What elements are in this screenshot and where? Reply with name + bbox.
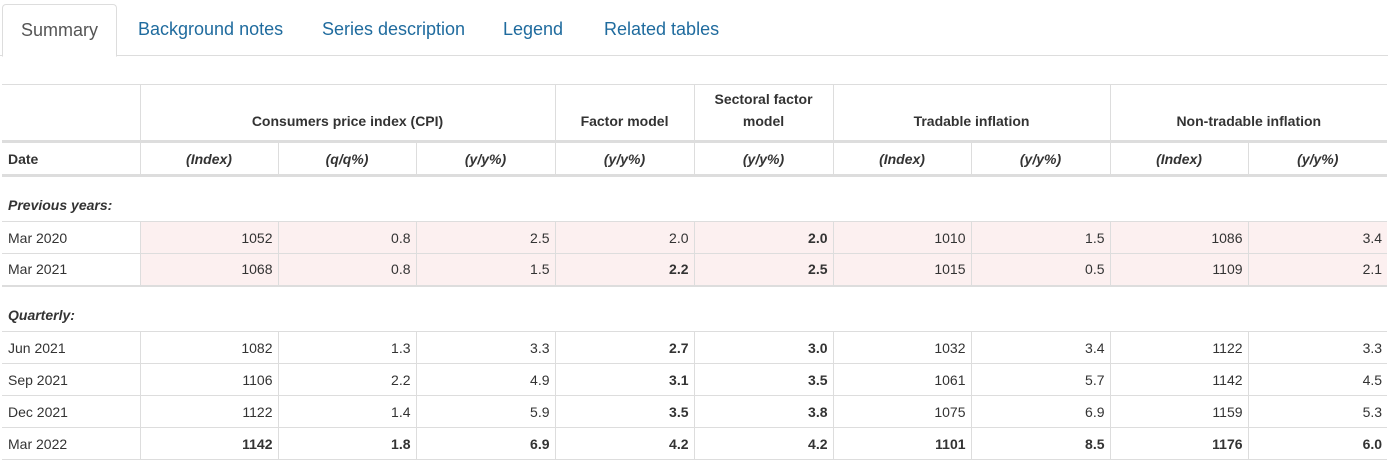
- group-header-non-tradable: Non-tradable inflation: [1176, 113, 1322, 129]
- group-header-row: Consumers price index (CPI) Factor model…: [2, 84, 1388, 142]
- table-cell: 1176: [1110, 427, 1249, 460]
- table-cell: 1.4: [278, 395, 417, 428]
- table-cell: 2.2: [278, 363, 417, 396]
- table-cell: 1142: [1110, 363, 1249, 396]
- date-cell: Mar 2021: [2, 253, 141, 287]
- table-cell: 2.1: [1248, 253, 1388, 287]
- group-header-factor-model: Factor model: [555, 84, 695, 142]
- section-label: Previous years:: [2, 175, 1388, 222]
- table-cell: 1101: [833, 427, 972, 460]
- section-row-previous-years: Previous years:: [2, 175, 1388, 222]
- column-header: (y/y%): [694, 141, 834, 176]
- table-cell: 2.5: [416, 221, 556, 254]
- column-header: (Index): [833, 141, 972, 176]
- sub-header-row: Date (Index) (q/q%) (y/y%) (y/y%) (y/y%)…: [2, 141, 1388, 176]
- table-cell: 4.5: [1248, 363, 1388, 396]
- table-cell: 1061: [833, 363, 972, 396]
- column-header: Date: [2, 141, 141, 176]
- table-cell: 3.5: [555, 395, 695, 428]
- table-cell: 3.1: [555, 363, 695, 396]
- tab-background-notes[interactable]: Background notes: [138, 19, 284, 39]
- table-cell: 2.7: [555, 331, 695, 364]
- group-header-sectoral-factor-model: Sectoral factor model: [694, 84, 834, 142]
- column-header: (y/y%): [971, 141, 1111, 176]
- table-cell: 2.0: [555, 221, 695, 254]
- group-header-tradable: Tradable inflation: [833, 84, 1111, 142]
- table-cell: 1010: [833, 221, 972, 254]
- table-cell: 1052: [140, 221, 279, 254]
- table-cell: 3.8: [694, 395, 834, 428]
- table-cell: 1.5: [971, 221, 1111, 254]
- column-header: (y/y%): [555, 141, 695, 176]
- tab-legend[interactable]: Legend: [503, 19, 564, 39]
- table-cell: 5.9: [416, 395, 556, 428]
- table-cell: 1032: [833, 331, 972, 364]
- table-row: Sep 2021 1106 2.2 4.9 3.1 3.5 1061 5.7 1…: [2, 363, 1388, 396]
- tab-summary[interactable]: Summary: [2, 4, 118, 57]
- date-cell: Mar 2022: [2, 427, 141, 460]
- group-header-date: [2, 84, 141, 142]
- column-header: (y/y%): [1297, 150, 1339, 167]
- table-cell: 2.5: [694, 253, 834, 287]
- table-cell: 1122: [1110, 331, 1249, 364]
- table-cell: 5.7: [971, 363, 1111, 396]
- table-cell: 4.2: [694, 427, 834, 460]
- table-cell: 1015: [833, 253, 972, 287]
- tab-series-description[interactable]: Series description: [322, 19, 466, 39]
- column-header: (y/y%): [416, 141, 556, 176]
- table-cell: 0.8: [278, 253, 417, 287]
- table-cell: 1142: [140, 427, 279, 460]
- table-cell: 0.8: [278, 221, 417, 254]
- table-cell: 1075: [833, 395, 972, 428]
- table-cell: 6.9: [971, 395, 1111, 428]
- date-cell: Sep 2021: [2, 363, 141, 396]
- table-cell: 4.9: [416, 363, 556, 396]
- table-cell: 2.2: [555, 253, 695, 287]
- table-cell: 1.3: [278, 331, 417, 364]
- table-cell: 1109: [1110, 253, 1249, 287]
- table-cell: 5.3: [1248, 395, 1388, 428]
- column-header: (q/q%): [278, 141, 417, 176]
- date-cell: Dec 2021: [2, 395, 141, 428]
- table-row: Dec 2021 1122 1.4 5.9 3.5 3.8 1075 6.9 1…: [2, 395, 1388, 428]
- section-label: Quarterly:: [2, 285, 1388, 332]
- table-cell: 3.0: [694, 331, 834, 364]
- table-cell: 1122: [140, 395, 279, 428]
- table-cell: 1086: [1110, 221, 1249, 254]
- table-cell: 1.5: [416, 253, 556, 287]
- table-cell: 1.8: [278, 427, 417, 460]
- table-cell: 1106: [140, 363, 279, 396]
- table-row: Mar 2020 1052 0.8 2.5 2.0 2.0 1010 1.5 1…: [2, 221, 1388, 254]
- tab-bar: Summary Background notes Series descript…: [0, 4, 1388, 57]
- date-cell: Jun 2021: [2, 331, 141, 364]
- date-cell: Mar 2020: [2, 221, 141, 254]
- table-cell: 3.4: [971, 331, 1111, 364]
- table-cell: 6.0: [1248, 427, 1388, 460]
- table-row: Jun 2021 1082 1.3 3.3 2.7 3.0 1032 3.4 1…: [2, 331, 1388, 364]
- data-table: Consumers price index (CPI) Factor model…: [2, 84, 1388, 460]
- table-cell: 3.3: [1248, 331, 1388, 364]
- table-cell: 4.2: [555, 427, 695, 460]
- tab-related-tables[interactable]: Related tables: [604, 19, 720, 39]
- table-cell: 1159: [1110, 395, 1249, 428]
- table-cell: 3.5: [694, 363, 834, 396]
- group-header-cpi: Consumers price index (CPI): [140, 84, 556, 142]
- section-row-quarterly: Quarterly:: [2, 285, 1388, 332]
- table-cell: 6.9: [416, 427, 556, 460]
- table-row: Mar 2022 1142 1.8 6.9 4.2 4.2 1101 8.5 1…: [2, 427, 1388, 460]
- table-cell: 1068: [140, 253, 279, 287]
- table-cell: 2.0: [694, 221, 834, 254]
- column-header: (Index): [140, 141, 279, 176]
- table-cell: 0.5: [971, 253, 1111, 287]
- table-row: Mar 2021 1068 0.8 1.5 2.2 2.5 1015 0.5 1…: [2, 253, 1388, 287]
- column-header: (Index): [1110, 141, 1249, 176]
- table-cell: 3.4: [1248, 221, 1388, 254]
- table-cell: 1082: [140, 331, 279, 364]
- table-cell: 3.3: [416, 331, 556, 364]
- table-cell: 8.5: [971, 427, 1111, 460]
